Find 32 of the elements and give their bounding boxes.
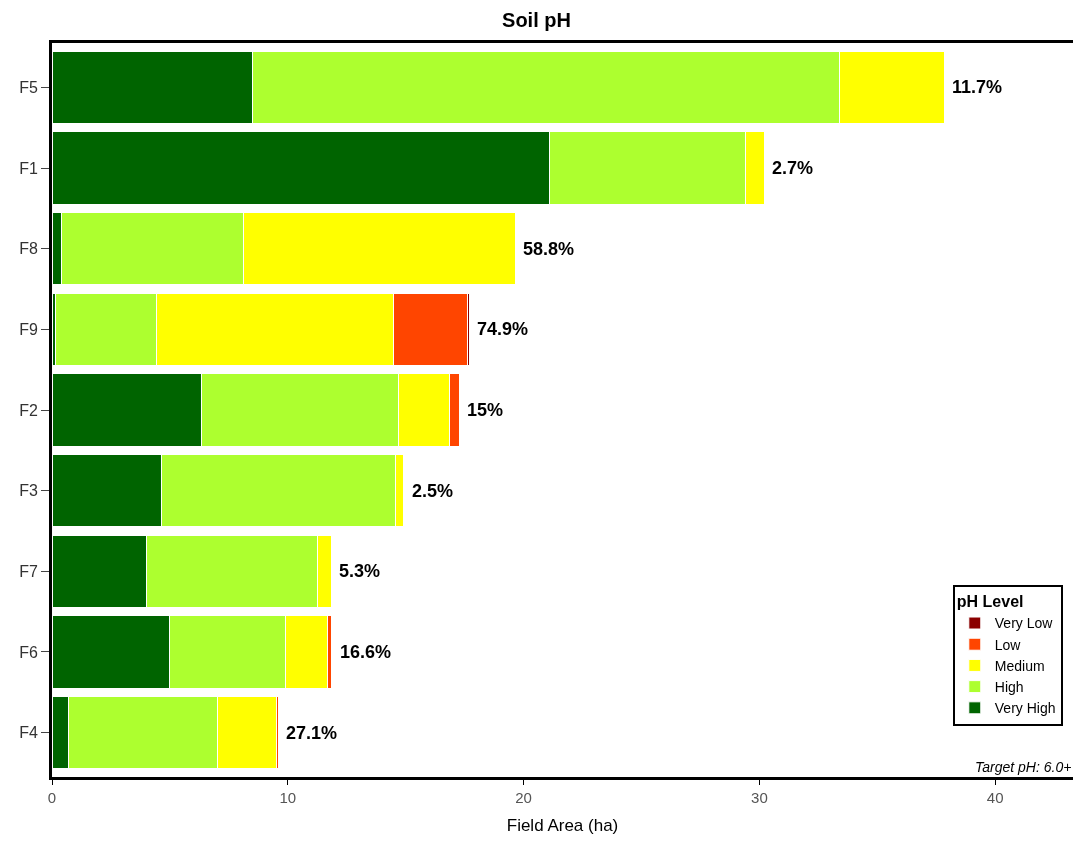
annotation: Target pH: 6.0+ [975, 759, 1072, 775]
x-tick-label: 40 [986, 789, 1004, 806]
y-tick-label: F2 [19, 401, 38, 419]
annotation: 27.1% [286, 723, 338, 743]
y-tick-label: F5 [19, 78, 38, 96]
x-tick-label: 10 [279, 789, 297, 806]
chart-title: Soil pH [502, 8, 571, 31]
y-tick-label: F4 [19, 724, 38, 742]
annotation: 2.5% [412, 481, 454, 501]
legend-label: Low [994, 636, 1022, 653]
legend-label: High [994, 679, 1024, 696]
y-tick-label: F3 [19, 482, 38, 500]
annotation: 11.7% [952, 77, 1003, 97]
annotation: 16.6% [340, 642, 392, 662]
y-tick-label: F6 [19, 643, 38, 661]
x-tick-label: 30 [751, 789, 768, 806]
x-axis-title: Field Area (ha) [506, 816, 619, 836]
y-tick-label: F7 [19, 562, 38, 580]
annotation: 5.3% [339, 561, 381, 581]
legend-label: Very High [994, 700, 1056, 717]
x-tick-label: 20 [515, 789, 532, 806]
y-tick-label: F1 [19, 159, 38, 177]
annotation: 74.9% [477, 319, 529, 339]
annotation: 15% [467, 400, 504, 420]
annotation: 58.8% [523, 239, 575, 259]
legend-label: Medium [994, 657, 1045, 674]
annotation: 2.7% [772, 158, 814, 178]
y-tick-label: F9 [19, 320, 38, 338]
legend-title: pH Level [956, 593, 1024, 611]
legend-label: Very Low [994, 615, 1054, 632]
y-tick-label: F8 [19, 240, 38, 258]
x-tick-label: 0 [47, 789, 57, 806]
